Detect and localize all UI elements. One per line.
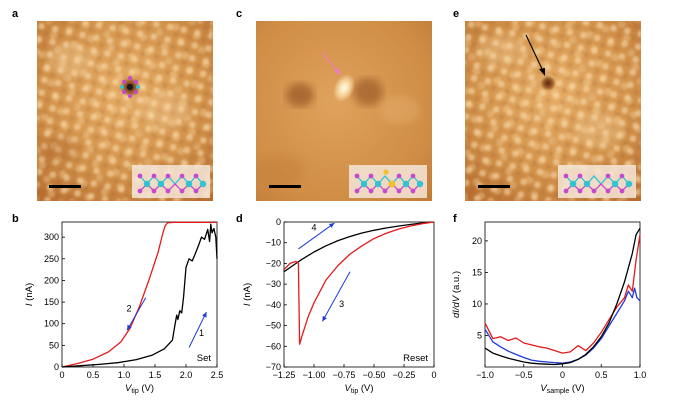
- y-tick-label: 0: [54, 362, 59, 372]
- stm-image-a: [37, 21, 213, 201]
- chart-f: −1.0 −0.5 0 0.5 1.0 5 10 15 20 Vsample (V) dI/dV (…: [451, 221, 647, 395]
- sweep-arrow-3: [321, 271, 351, 322]
- x-tick-label: 2.0: [180, 370, 193, 380]
- x-tick-label: 1.5: [149, 370, 162, 380]
- y-tick-label: 50: [49, 340, 59, 350]
- series-line-sweep-4: [283, 221, 435, 273]
- plot-frame: [283, 221, 435, 368]
- x-tick-label: 1.0: [118, 370, 131, 380]
- panel-label-e: e: [453, 8, 459, 20]
- y-tick-label: 300: [44, 232, 59, 242]
- x-tick-label: −0.75: [333, 370, 356, 380]
- x-tick-label: −0.25: [393, 370, 416, 380]
- sweep-arrow-1: [188, 311, 207, 348]
- y-tick-label: 20: [472, 236, 482, 246]
- x-tick-label: 1.0: [634, 370, 647, 380]
- y-tick-label: −70: [266, 362, 281, 372]
- x-tick-label: −1.0: [476, 370, 494, 380]
- series-line-blue: [484, 287, 641, 364]
- scale-bar-e: [478, 185, 510, 188]
- y-tick-label: 0: [276, 217, 281, 227]
- scale-bar-c: [269, 185, 301, 188]
- arrow-label-3: 3: [339, 299, 344, 309]
- panel-label-f: f: [453, 213, 457, 225]
- x-axis-label: Vsample (V): [540, 383, 584, 395]
- y-tick-label: 150: [44, 297, 59, 307]
- y-tick-label: 15: [472, 267, 482, 277]
- panel-label-d: d: [236, 213, 243, 225]
- series-line-red: [484, 234, 641, 354]
- arrow-c: [321, 51, 339, 73]
- y-axis-label: I (nA): [24, 283, 35, 306]
- x-tick-label: 0.5: [595, 370, 608, 380]
- x-tick-label: −0.5: [515, 370, 533, 380]
- arrow-label-2: 2: [126, 304, 131, 314]
- arrow-e: [525, 34, 544, 72]
- defect-overlay-a: [120, 75, 140, 99]
- x-tick-label: 0: [431, 370, 436, 380]
- stm-image-e: [465, 21, 641, 201]
- sweep-arrow-2-head: [127, 324, 132, 331]
- x-axis-label: Vtip (V): [125, 383, 154, 395]
- panel-label-b: b: [12, 213, 19, 225]
- y-tick-label: −30: [266, 279, 281, 289]
- sweep-arrow-3-head: [322, 315, 327, 322]
- x-tick-label: −0.50: [363, 370, 386, 380]
- series-line-black: [484, 227, 641, 366]
- x-tick-label: 0.5: [87, 370, 100, 380]
- sweep-arrow-1-head: [202, 312, 207, 318]
- y-tick-label: 100: [44, 319, 59, 329]
- plot-frame: [61, 221, 218, 368]
- x-tick-label: −1.25: [273, 370, 296, 380]
- series-line-sweep-2: [61, 221, 217, 368]
- plot-frame: [484, 221, 641, 368]
- y-axis-label: dI/dV (a.u.): [451, 271, 462, 318]
- lattice-inset-c: [349, 165, 427, 198]
- chart-d: −1.25 −1.00 −0.75 −0.50 −0.25 0 0 −10 −20 −30 −40 −…: [242, 217, 437, 395]
- x-tick-label: 0: [59, 370, 64, 380]
- arrow-label-4: 4: [311, 222, 316, 232]
- panel-label-a: a: [12, 8, 19, 20]
- y-tick-label: 10: [472, 299, 482, 309]
- y-tick-label: −10: [266, 238, 281, 248]
- series-line-sweep-1: [61, 223, 218, 368]
- y-tick-label: 5: [477, 330, 482, 340]
- annotation: Reset: [403, 353, 428, 364]
- series-line-sweep-3: [283, 221, 435, 345]
- x-axis-label: Vtip (V): [344, 383, 373, 395]
- y-tick-label: 200: [44, 275, 59, 285]
- scale-bar-a: [49, 185, 81, 188]
- y-tick-label: −40: [266, 300, 281, 310]
- arrow-label-1: 1: [199, 328, 204, 338]
- y-tick-label: −50: [266, 321, 281, 331]
- y-tick-label: −60: [266, 341, 281, 351]
- stm-image-c: [256, 21, 432, 201]
- y-axis-label: I (nA): [242, 283, 253, 306]
- lattice-inset-a: [132, 165, 210, 198]
- y-tick-label: −20: [266, 258, 281, 268]
- panel-label-c: c: [236, 8, 242, 20]
- annotation: Set: [197, 353, 212, 364]
- sweep-arrow-2: [126, 297, 147, 331]
- sweep-arrow-4: [298, 222, 335, 250]
- chart-b: 0 0.5 1.0 1.5 2.0 2.5 0 50 100 150 200 250 300 Vtip (…: [24, 221, 224, 395]
- y-tick-label: 250: [44, 254, 59, 264]
- x-tick-label: 0: [560, 370, 565, 380]
- lattice-inset-e: [558, 165, 636, 198]
- x-tick-label: −1.00: [303, 370, 326, 380]
- x-tick-label: 2.5: [211, 370, 224, 380]
- sweep-arrow-4-head: [328, 223, 335, 228]
